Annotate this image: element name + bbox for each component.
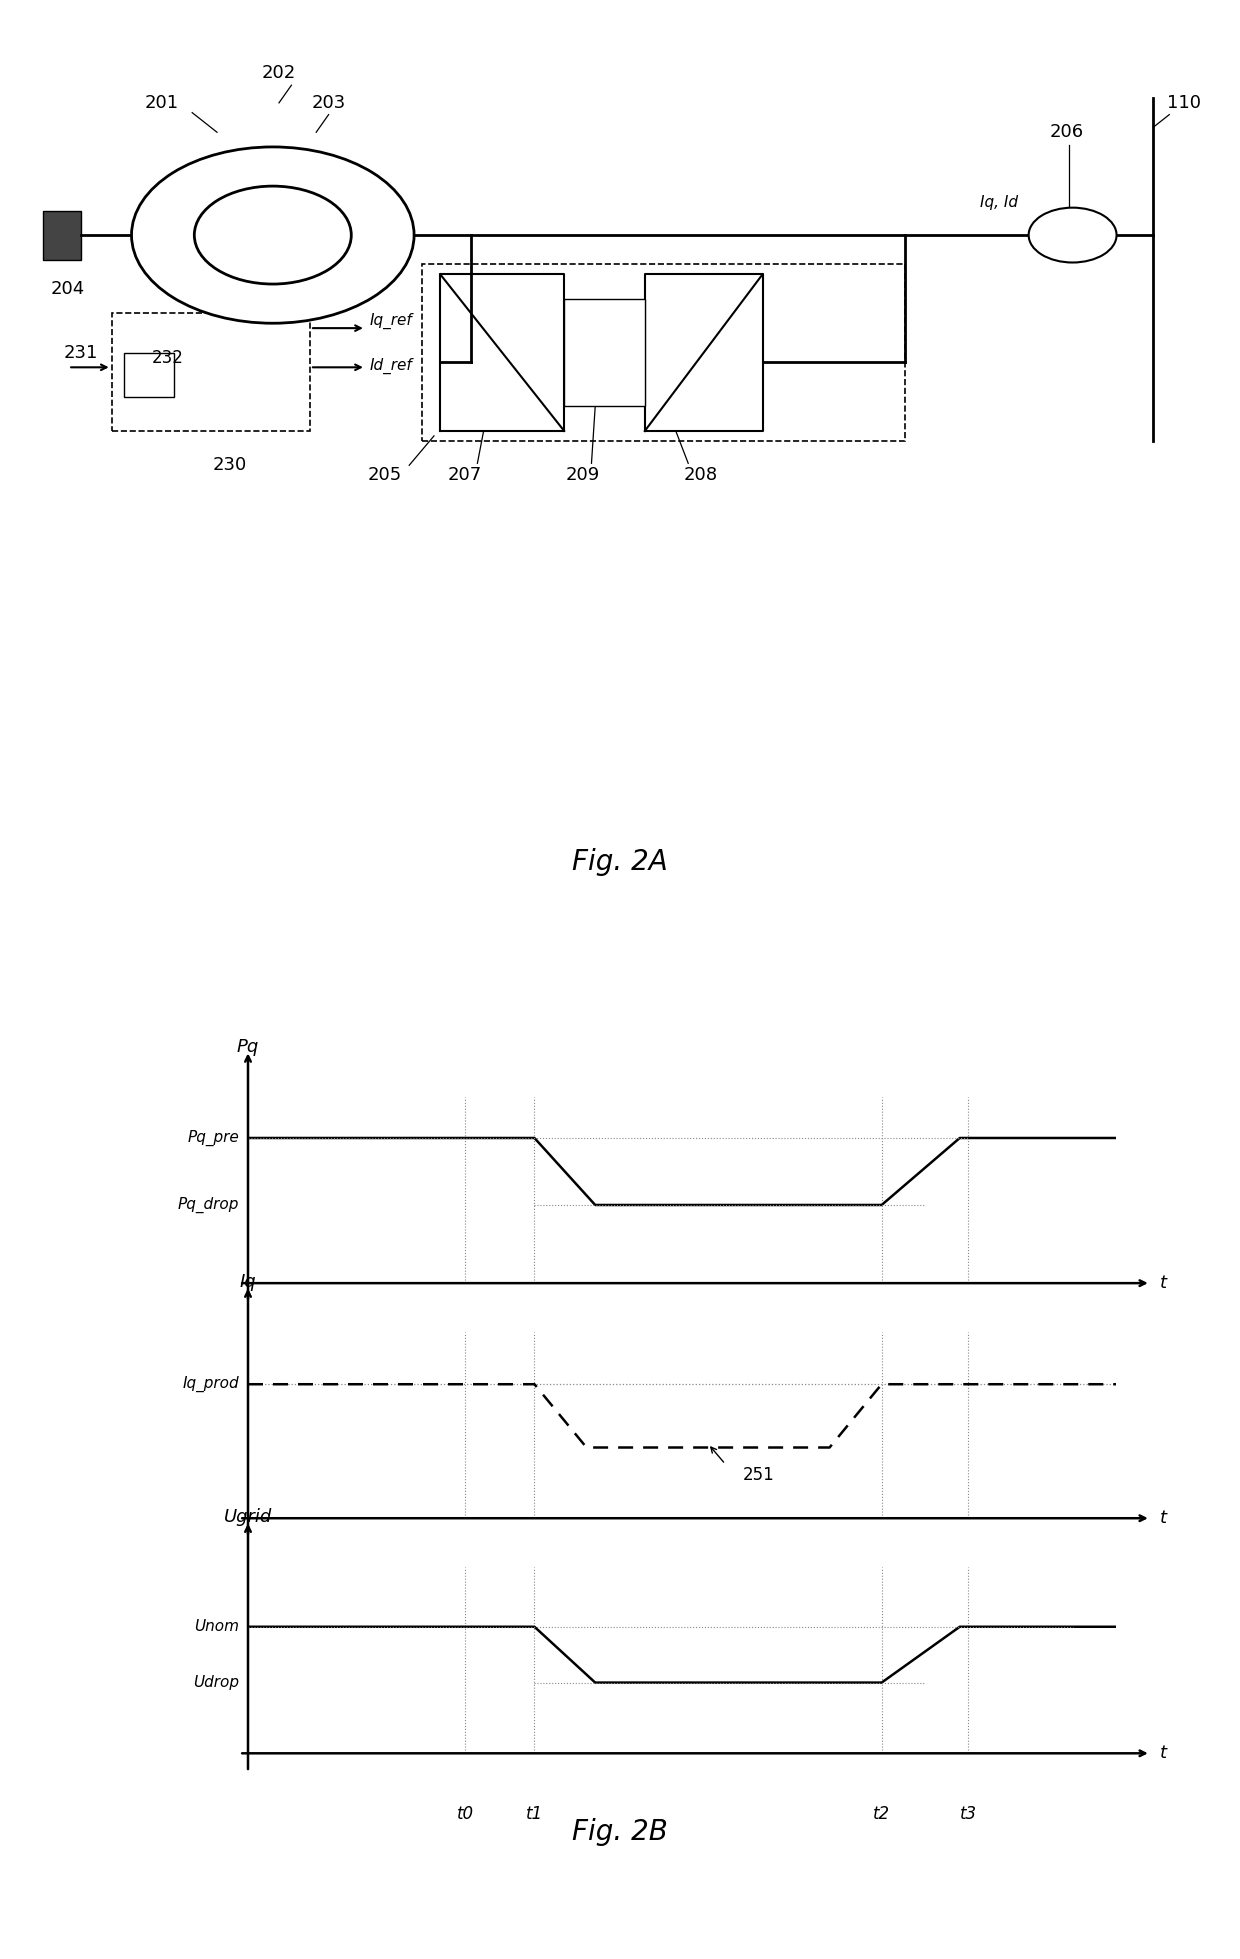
Text: t: t — [1159, 1273, 1167, 1293]
Text: Ugrid: Ugrid — [224, 1508, 272, 1526]
Ellipse shape — [195, 186, 351, 284]
Text: t1: t1 — [526, 1806, 543, 1824]
Text: 202: 202 — [262, 65, 296, 82]
Text: t0: t0 — [456, 1806, 474, 1824]
Text: t: t — [1159, 1508, 1167, 1528]
Text: 207: 207 — [448, 466, 482, 484]
Bar — [564, 300, 645, 407]
Text: Id_ref: Id_ref — [370, 358, 412, 374]
Text: Iq_prod: Iq_prod — [182, 1375, 239, 1393]
Text: Unom: Unom — [195, 1620, 239, 1634]
Text: 205: 205 — [367, 466, 402, 484]
Text: 203: 203 — [311, 94, 346, 112]
Text: 230: 230 — [212, 456, 247, 474]
Ellipse shape — [131, 147, 414, 323]
Bar — [422, 264, 905, 441]
Text: 232: 232 — [151, 349, 184, 366]
Text: Iq, Id: Iq, Id — [980, 196, 1018, 210]
Ellipse shape — [1029, 208, 1116, 263]
Text: 204: 204 — [51, 280, 86, 298]
Text: Udrop: Udrop — [193, 1675, 239, 1691]
Text: t3: t3 — [960, 1806, 977, 1824]
Text: 201: 201 — [144, 94, 179, 112]
Text: 206: 206 — [1049, 123, 1084, 141]
Text: t2: t2 — [873, 1806, 890, 1824]
Text: Fig. 2B: Fig. 2B — [572, 1818, 668, 1845]
Text: 208: 208 — [683, 466, 718, 484]
Text: Iq_ref: Iq_ref — [370, 313, 412, 329]
Bar — [43, 210, 81, 261]
Text: 231: 231 — [63, 343, 98, 362]
Text: 110: 110 — [1167, 94, 1202, 112]
Bar — [112, 313, 310, 431]
Text: Fig. 2A: Fig. 2A — [572, 848, 668, 876]
Text: t: t — [1159, 1744, 1167, 1763]
Text: Pq_pre: Pq_pre — [187, 1130, 239, 1146]
Text: 251: 251 — [743, 1467, 775, 1485]
Text: Iq: Iq — [239, 1273, 257, 1291]
Text: 209: 209 — [565, 466, 600, 484]
Text: Pq: Pq — [237, 1038, 259, 1056]
Text: Pq_drop: Pq_drop — [179, 1197, 239, 1213]
Bar — [124, 353, 174, 396]
